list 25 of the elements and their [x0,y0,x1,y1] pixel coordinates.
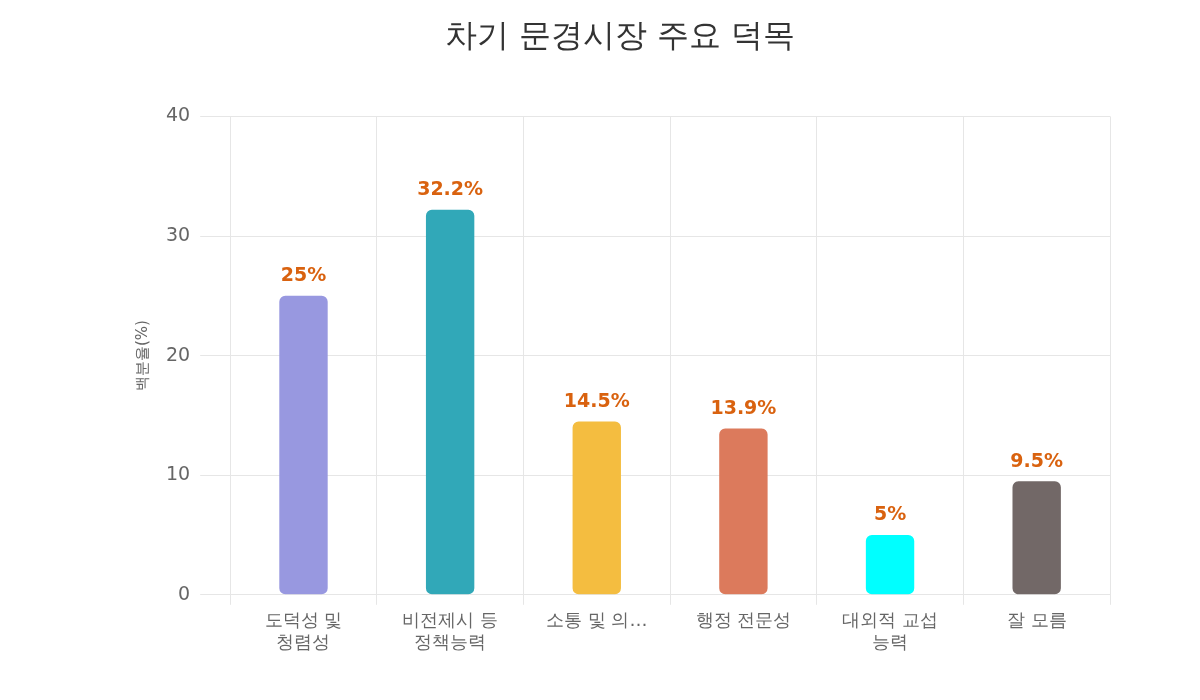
bar [1012,481,1061,595]
bar [865,535,915,595]
y-axis-title: 백분율(%) [132,320,151,392]
y-tick-label: 30 [165,222,191,245]
y-tick-label: 10 [165,462,191,485]
data-label: 9.5% [1010,448,1064,471]
data-label: 25% [280,263,327,286]
x-tick-label: 비전제시 등 정책능력 [402,609,498,652]
data-label: 5% [873,502,907,525]
bar [279,295,328,595]
chart-title: 차기 문경시장 주요 덕목 [444,15,796,54]
y-tick-label: 0 [178,581,191,604]
bar [425,209,475,595]
y-tick-label: 40 [165,103,191,126]
data-label: 32.2% [417,177,484,200]
x-tick-label: 도덕성 및 청렴성 [264,609,343,652]
x-tick-label: 잘 모름 [1006,609,1067,631]
x-tick-label: 소통 및 의… [546,609,648,631]
x-tick-label: 행정 전문성 [695,609,792,631]
x-tick-label: 대외적 교섭 능력 [842,609,938,652]
bar [572,421,621,595]
bar [719,428,768,595]
data-label: 13.9% [710,395,777,418]
y-tick-label: 20 [165,342,191,365]
data-label: 14.5% [563,388,630,411]
